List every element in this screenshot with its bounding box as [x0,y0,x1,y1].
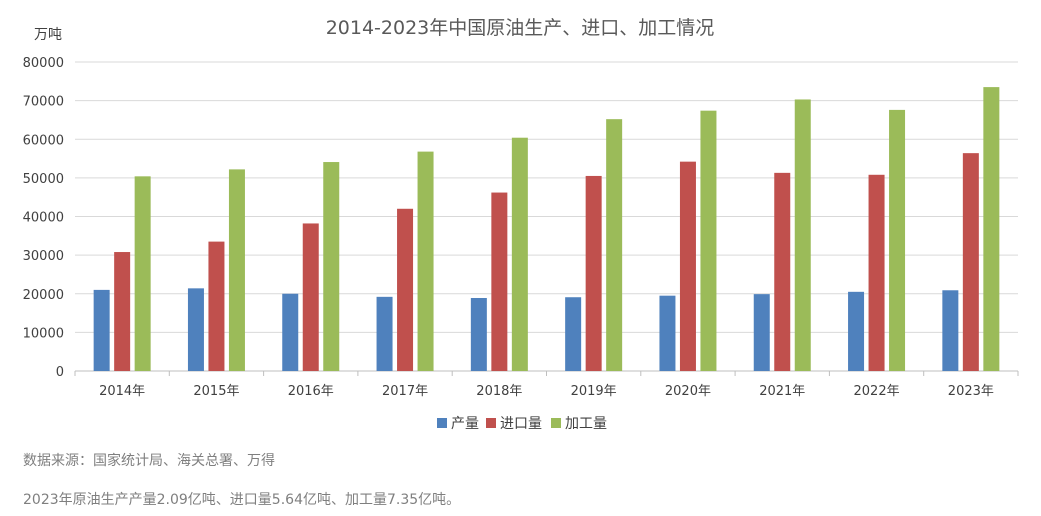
y-tick-label: 40000 [23,211,64,226]
y-tick-label: 30000 [23,249,64,264]
bar [983,87,1000,371]
bar [208,241,225,371]
bar [470,297,487,371]
x-tick-label: 2015年 [193,384,239,399]
bar [962,153,979,371]
summary-note: 2023年原油生产产量2.09亿吨、进口量5.64亿吨、加工量7.35亿吨。 [23,492,461,508]
bar [417,151,434,371]
bar [774,172,791,371]
bar [889,109,906,372]
x-tick-label: 2014年 [99,384,145,399]
bar [606,119,623,371]
y-axis-ticks: 0 10000 20000 30000 40000 50000 60000 70000 8000… [23,56,64,380]
legend: 产量 进口量 加工量 [437,416,607,432]
y-tick-label: 10000 [23,326,64,341]
bar [585,175,602,371]
data-source-note: 数据来源：国家统计局、海关总署、万得 [23,453,275,469]
legend-swatch [551,418,561,428]
legend-label: 加工量 [565,416,607,432]
bar [397,208,414,371]
bar [376,296,393,371]
bar [114,252,131,371]
bar [679,161,696,371]
chart-svg: 2014-2023年中国原油生产、进口、加工情况 万吨 0 10000 20000 3… [23,17,1019,432]
y-tick-label: 50000 [23,172,64,187]
x-tick-label: 2019年 [571,384,617,399]
bars [93,87,1000,372]
bar [228,169,245,371]
legend-label: 进口量 [500,416,542,432]
bar [942,290,959,371]
chart: 2014-2023年中国原油生产、进口、加工情况 万吨 0 10000 20000 3… [23,17,1019,432]
bar [700,110,717,371]
bar [323,162,340,371]
bar [753,294,770,371]
bar [302,223,319,371]
x-tick-label: 2020年 [665,384,711,399]
legend-label: 产量 [451,416,479,432]
x-tick-label: 2017年 [382,384,428,399]
y-tick-label: 80000 [23,56,64,71]
bar [565,297,582,371]
bar [282,293,299,371]
y-tick-label: 70000 [23,95,64,110]
y-tick-label: 60000 [23,133,64,148]
y-tick-label: 20000 [23,288,64,303]
bar [93,289,110,371]
bar [187,288,204,371]
x-tick-label: 2022年 [854,384,900,399]
bar [794,99,811,371]
x-tick-label: 2021年 [759,384,805,399]
x-axis-ticks: 2014年 2015年 2016年 2017年 2018年 2019年 2020年 2021年… [74,371,1019,399]
bar [848,291,865,371]
x-tick-label: 2023年 [948,384,994,399]
bar [491,192,508,371]
legend-swatch [486,418,496,428]
bar [511,137,528,371]
y-axis-unit: 万吨 [34,27,62,43]
bar [134,176,151,371]
bar [659,295,676,371]
legend-swatch [437,418,447,428]
y-tick-label: 0 [56,365,64,380]
chart-title: 2014-2023年中国原油生产、进口、加工情况 [326,17,715,39]
x-tick-label: 2016年 [288,384,334,399]
x-tick-label: 2018年 [476,384,522,399]
bar [868,174,885,371]
